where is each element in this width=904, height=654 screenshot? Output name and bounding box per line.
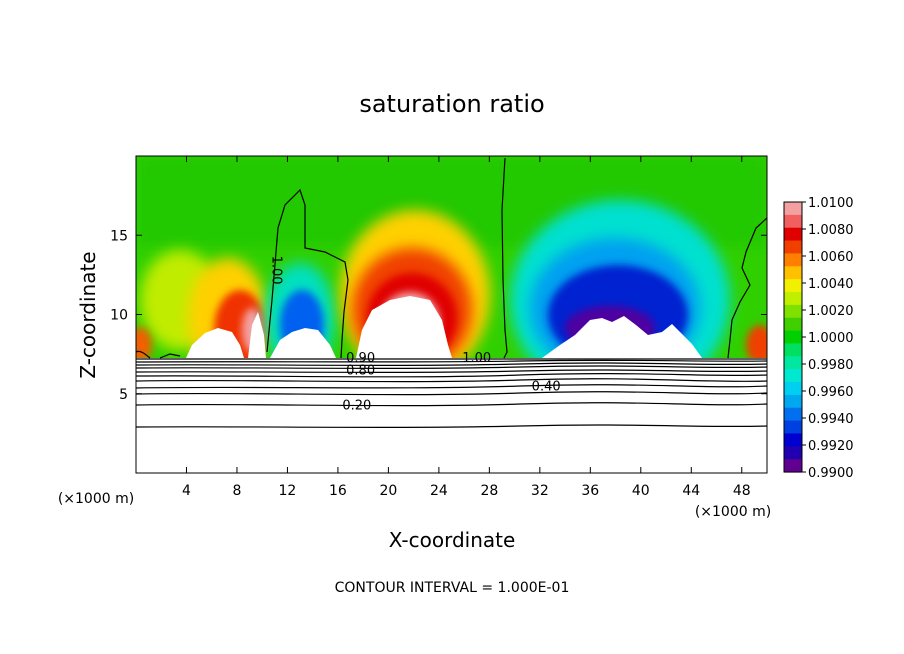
x-tick-label: 20 xyxy=(379,483,397,499)
x-unit-left: (×1000 m) xyxy=(58,491,134,507)
x-tick-label: 48 xyxy=(733,483,751,499)
colorbar-band xyxy=(784,369,802,383)
colorbar-band xyxy=(784,292,802,306)
x-tick-label: 28 xyxy=(480,483,498,499)
y-axis: 5 10 15 xyxy=(110,228,767,403)
y-tick-label: 5 xyxy=(119,387,128,403)
colorbar-band xyxy=(784,382,802,396)
colorbar-tick-label: 1.0040 xyxy=(808,277,854,292)
contour-label: 0.80 xyxy=(346,364,375,379)
colorbar-tick-label: 1.0000 xyxy=(808,331,854,346)
contour-interval-note: CONTOUR INTERVAL = 1.000E-01 xyxy=(335,580,570,596)
x-tick-label: 12 xyxy=(279,483,297,499)
colorbar-band xyxy=(784,459,802,473)
contour-label: 0.20 xyxy=(342,399,371,414)
colorbar-band xyxy=(784,240,802,255)
x-axis: 4 8 12 16 20 24 28 32 36 40 44 48 xyxy=(182,156,751,499)
colorbar-band xyxy=(784,227,802,242)
colorbar-band xyxy=(784,394,802,409)
contour-label: 1.00 xyxy=(462,351,491,366)
contour-label: 1.00 xyxy=(268,256,283,285)
colorbar-tick-label: 1.0060 xyxy=(808,250,854,265)
chart-title: saturation ratio xyxy=(359,90,544,118)
colorbar-band xyxy=(784,433,802,447)
colorbar-tick-label: 1.0100 xyxy=(808,196,854,211)
y-tick-label: 10 xyxy=(110,308,128,324)
x-axis-label: X-coordinate xyxy=(389,528,516,552)
colorbar-band xyxy=(784,279,802,293)
x-unit-right: (×1000 m) xyxy=(695,504,771,520)
x-tick-label: 32 xyxy=(531,483,549,499)
colorbar-band xyxy=(784,407,802,422)
colorbar-band xyxy=(784,214,802,229)
colorbar-band xyxy=(784,266,802,280)
undefined-region xyxy=(136,296,767,473)
colorbar-band xyxy=(784,343,802,357)
contour-labels: 1.00 1.00 0.900.80 0.40 0.20 xyxy=(268,256,560,414)
x-tick-label: 16 xyxy=(329,483,347,499)
colorbar-band xyxy=(784,317,802,332)
x-tick-label: 44 xyxy=(682,483,700,499)
colorbar-tick-label: 0.9980 xyxy=(808,358,854,373)
x-tick-label: 24 xyxy=(430,483,448,499)
x-tick-label: 8 xyxy=(232,483,241,499)
colorbar-band xyxy=(784,420,802,435)
colorbar-tick-label: 0.9920 xyxy=(808,439,854,454)
plot-area xyxy=(136,156,767,473)
colorbar-band xyxy=(784,304,802,319)
colorbar-band xyxy=(784,253,802,267)
contour-label: 0.40 xyxy=(532,380,561,395)
contour-lines xyxy=(136,157,767,428)
colorbar-band xyxy=(784,446,802,460)
colorbar-tick-label: 0.9940 xyxy=(808,412,854,427)
y-tick-label: 15 xyxy=(110,228,128,244)
colorbar: 1.0100 1.0080 1.0060 1.0040 1.0020 1.0000 0.99… xyxy=(783,196,854,481)
colorbar-band xyxy=(784,330,802,345)
colorbar-tick-label: 0.9900 xyxy=(808,466,854,481)
x-tick-label: 4 xyxy=(182,483,191,499)
colorbar-band xyxy=(784,356,802,370)
x-tick-label: 40 xyxy=(632,483,650,499)
colorbar-tick-label: 0.9960 xyxy=(808,385,854,400)
x-tick-label: 36 xyxy=(581,483,599,499)
colorbar-band xyxy=(784,202,802,216)
colorbar-tick-label: 1.0020 xyxy=(808,304,854,319)
colorbar-tick-label: 1.0080 xyxy=(808,223,854,238)
y-axis-label: Z-coordinate xyxy=(76,251,100,378)
contour-label: 0.90 xyxy=(346,351,375,366)
